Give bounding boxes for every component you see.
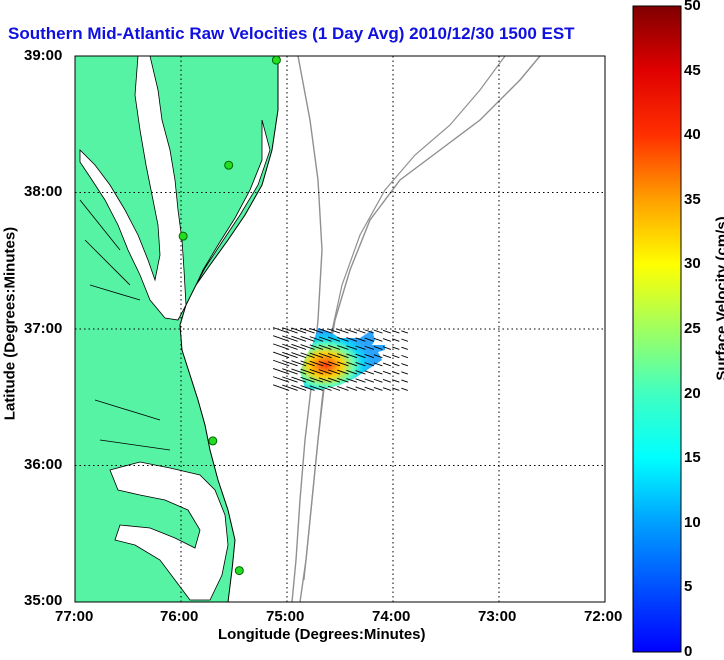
velocity-arrow [374,387,383,390]
velocity-arrow [401,347,408,349]
velocity-arrow [383,363,391,366]
colorbar-tick-label: 50 [684,0,701,14]
colorbar-tick-label: 40 [684,126,701,143]
x-axis-label: Longitude (Degrees:Minutes) [218,626,426,643]
colorbar-tick-label: 5 [684,578,692,595]
velocity-arrow [401,331,408,333]
y-axis-label: Latitude (Degrees:Minutes) [2,224,19,424]
velocity-arrow [365,371,374,374]
velocity-arrow [383,379,391,382]
velocity-arrow [401,364,408,366]
velocity-arrow [401,339,408,341]
colorbar-label: Surface Velocity (cm/s) [714,199,724,399]
velocity-arrow [392,372,399,375]
velocity-arrow [401,380,408,382]
y-tick-label: 37:00 [24,320,62,337]
radar-station-marker [225,161,233,169]
radar-station-marker [179,232,187,240]
velocity-arrow [383,355,391,358]
velocity-arrow [365,379,374,382]
velocity-arrow [273,352,289,358]
velocity-arrow [282,328,297,333]
velocity-arrow [383,330,391,333]
colorbar [633,6,681,652]
velocity-arrow [291,336,306,341]
bathymetry-contour-3 [304,56,505,580]
velocity-arrow [282,377,297,382]
velocity-arrow [282,369,297,374]
velocity-arrow [392,355,399,358]
colorbar-tick-label: 45 [684,62,701,79]
velocity-arrow [374,338,383,341]
velocity-arrow [401,355,408,357]
y-tick-label: 36:00 [24,456,62,473]
velocity-arrow [374,330,383,333]
velocity-arrow [282,352,297,357]
velocity-arrow [383,339,391,342]
velocity-arrow [273,336,289,342]
radar-station-marker [272,56,280,64]
y-tick-label: 39:00 [24,47,62,64]
velocity-arrow [282,336,297,341]
velocity-arrow [356,387,366,390]
velocity-arrow [282,344,297,349]
land-mass [75,56,278,602]
colorbar-tick-label: 30 [684,255,701,272]
x-tick-label: 75:00 [266,608,304,625]
velocity-arrow [392,363,399,366]
velocity-arrow [383,388,391,391]
velocity-arrow [282,385,297,390]
colorbar-tick-label: 20 [684,385,701,402]
radar-station-marker [209,437,217,445]
x-tick-label: 76:00 [160,608,198,625]
velocity-arrow [273,377,289,383]
velocity-arrow [356,330,366,333]
velocity-arrow [401,372,408,374]
velocity-arrow [273,327,289,333]
x-tick-label: 77:00 [55,608,93,625]
velocity-arrow [291,328,306,333]
y-tick-label: 35:00 [24,592,62,609]
velocity-arrow [291,344,306,349]
velocity-arrow [291,353,306,358]
velocity-arrow [401,388,408,390]
colorbar-tick-label: 10 [684,514,701,531]
velocity-arrow [374,371,383,374]
y-tick-label: 38:00 [24,183,62,200]
colorbar-tick-label: 35 [684,191,701,208]
velocity-arrow [365,387,374,390]
velocity-arrow [374,379,383,382]
x-tick-label: 73:00 [478,608,516,625]
velocity-arrow [291,385,306,390]
colorbar-tick-label: 25 [684,320,701,337]
velocity-arrow [383,371,391,374]
x-tick-label: 74:00 [372,608,410,625]
velocity-arrow [356,379,366,382]
colorbar-tick-label: 15 [684,449,701,466]
velocity-arrow [282,360,297,365]
radar-station-marker [235,567,243,575]
colorbar-tick-label: 0 [684,643,692,660]
x-tick-label: 72:00 [584,608,622,625]
